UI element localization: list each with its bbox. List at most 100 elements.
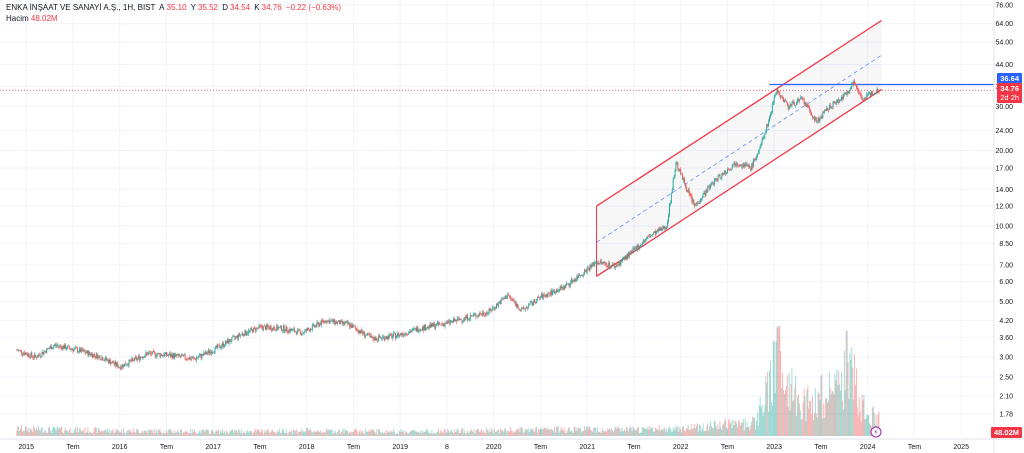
candle-body <box>318 322 320 327</box>
volume-bar <box>310 431 312 436</box>
volume-bar <box>766 382 768 436</box>
candle-body <box>597 262 598 264</box>
candle-body <box>142 356 144 359</box>
volume-bar <box>651 427 653 436</box>
candle-body <box>437 322 439 324</box>
candle-body <box>765 131 767 134</box>
candle-body <box>467 319 469 321</box>
x-tick-label: Tem <box>534 444 547 451</box>
candle-body <box>69 348 71 350</box>
volume-bar <box>439 429 441 436</box>
candle-body <box>752 163 754 167</box>
volume-bar <box>442 432 444 436</box>
candle-body <box>877 89 879 93</box>
volume-bar <box>837 385 839 436</box>
volume-bar <box>131 432 133 436</box>
volume-bar <box>225 429 227 436</box>
candle-body <box>400 333 402 335</box>
candle-body <box>610 266 612 268</box>
candle-body <box>243 334 245 336</box>
candle-body <box>151 353 152 355</box>
candle-body <box>617 265 619 266</box>
volume-bar <box>744 418 746 436</box>
candle-body <box>465 317 467 319</box>
volume-bar <box>212 431 214 436</box>
candle-body <box>657 228 659 232</box>
volume-bar <box>716 429 718 436</box>
y-tick-label: 6.00 <box>999 279 1013 286</box>
candle-body <box>16 350 18 351</box>
volume-bar <box>741 422 743 436</box>
candle-body <box>530 301 532 303</box>
volume-bar <box>683 425 684 436</box>
candle-body <box>209 351 211 354</box>
volume-bar <box>611 428 612 436</box>
candle-body <box>526 307 528 309</box>
volume-bar <box>76 431 78 436</box>
candle-body <box>705 190 707 196</box>
volume-bar <box>646 429 648 436</box>
candle-body <box>110 362 112 365</box>
volume-bar <box>128 429 130 436</box>
candle-body <box>555 289 557 293</box>
channel-upper-line <box>596 19 883 207</box>
candle-body <box>800 97 802 98</box>
y-tick-label: 30.00 <box>995 104 1013 111</box>
candle-body <box>402 334 404 335</box>
candle-body <box>599 260 601 264</box>
volume-bar <box>40 427 42 436</box>
volume-bar <box>358 431 360 436</box>
volume-bar <box>663 428 665 436</box>
candle-body <box>50 346 51 349</box>
volume-bar <box>749 430 751 436</box>
candle-body <box>332 319 334 323</box>
candle-body <box>49 348 51 349</box>
volume-bar <box>791 367 793 436</box>
change-value: −0.22 (−0.63%) <box>285 3 342 12</box>
volume-bar <box>808 408 810 436</box>
volume-bar <box>96 433 98 436</box>
candle-body <box>175 354 177 355</box>
candle-body <box>384 338 386 340</box>
volume-bar <box>373 429 375 436</box>
candle-body <box>821 115 823 119</box>
volume-bar <box>871 407 873 436</box>
candle-body <box>307 328 309 331</box>
candle-body <box>775 92 777 96</box>
candle-body <box>525 307 527 309</box>
volume-bar <box>519 431 521 436</box>
volume-bar <box>467 433 469 436</box>
volume-bar <box>65 428 66 436</box>
candle-body <box>563 285 565 290</box>
volume-bar <box>359 430 361 436</box>
volume-bar <box>326 430 328 436</box>
volume-bar <box>512 432 514 436</box>
candle-body <box>713 179 715 185</box>
close-value: 34.76 <box>261 3 282 12</box>
candle-body <box>792 101 794 104</box>
volume-bar <box>85 432 87 436</box>
candle-body <box>696 202 698 205</box>
candle-body <box>699 200 701 203</box>
volume-bar <box>857 415 859 436</box>
volume-bar <box>840 390 842 436</box>
candle-body <box>301 334 303 335</box>
candle-body <box>114 361 116 365</box>
volume-bar <box>237 429 239 436</box>
volume-bar <box>329 430 331 436</box>
candle-body <box>707 186 709 193</box>
candle-body <box>222 343 223 347</box>
volume-bar <box>123 432 125 436</box>
volume-bar <box>177 429 179 436</box>
volume-bar <box>613 429 615 436</box>
candle-body <box>35 354 36 357</box>
volume-bar <box>262 430 264 436</box>
event-marker-icon[interactable] <box>870 426 882 438</box>
candle-body <box>462 320 464 322</box>
candle-body <box>634 249 636 250</box>
volume-bar <box>86 431 88 436</box>
candle-body <box>104 360 106 361</box>
candle-body <box>356 329 358 332</box>
volume-bar <box>80 431 82 436</box>
